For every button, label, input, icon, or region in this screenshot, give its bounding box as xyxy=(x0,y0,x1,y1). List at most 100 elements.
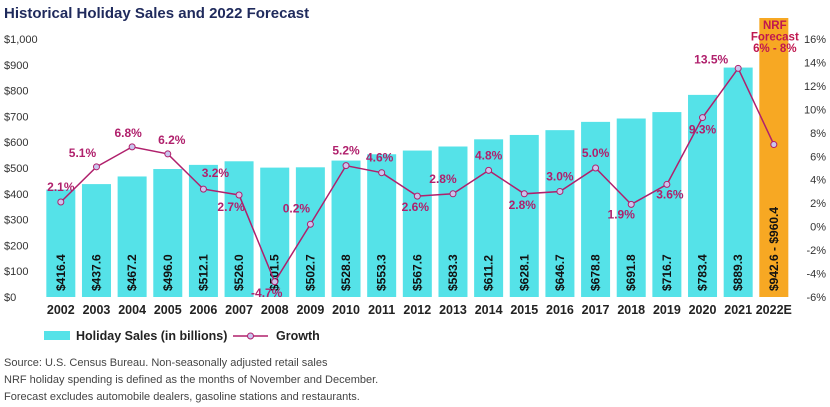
growth-label: 0.2% xyxy=(283,201,311,215)
growth-label: 2.7% xyxy=(217,200,245,214)
forecast-bar xyxy=(759,18,789,297)
growth-point xyxy=(92,163,100,171)
bar-value-label: $496.0 xyxy=(161,254,175,291)
y-tick-label: $200 xyxy=(4,240,28,252)
growth-point xyxy=(520,190,528,198)
category-label: 2015 xyxy=(510,303,538,317)
bar-value-labels: $416.4 $437.6 $467.2 $496.0 $512.1 $526.0 $501… xyxy=(54,207,781,291)
bar xyxy=(652,112,682,297)
bar xyxy=(224,161,254,297)
y-tick-label: $900 xyxy=(4,60,28,72)
bar xyxy=(545,130,575,297)
y2-tick-label: -2% xyxy=(806,245,826,257)
y-tick-label: $500 xyxy=(4,163,28,175)
bar-value-label: $611.2 xyxy=(482,255,496,291)
growth-point xyxy=(128,143,136,151)
bar xyxy=(581,121,611,297)
growth-point xyxy=(556,187,564,195)
y-tick-label: $0 xyxy=(4,292,16,304)
growth-label: 1.9% xyxy=(608,207,636,221)
forecast-annotation-line: Forecast xyxy=(751,32,799,44)
bar-value-label: $416.4 xyxy=(54,254,68,291)
growth-point xyxy=(413,192,421,200)
y2-tick-label: 12% xyxy=(804,81,826,93)
y-tick-label: $1,000 xyxy=(4,34,38,46)
bar-value-label: $467.2 xyxy=(125,254,139,291)
y-tick-label: $300 xyxy=(4,215,28,227)
growth-point xyxy=(485,166,493,174)
category-label: 2002 xyxy=(47,303,75,317)
bar-value-label: $526.0 xyxy=(232,254,246,291)
bars xyxy=(46,18,789,298)
bar-value-label: $678.8 xyxy=(589,254,603,291)
x-axis-categories: 2002 2003 2004 2005 2006 2007 2008 2009 2010 2011… xyxy=(47,303,792,317)
bar xyxy=(509,134,539,297)
growth-point xyxy=(57,198,65,206)
y2-tick-label: 10% xyxy=(804,104,826,116)
bar-value-label: $502.7 xyxy=(303,254,317,291)
growth-point xyxy=(734,64,742,72)
chart-title: Historical Holiday Sales and 2022 Foreca… xyxy=(4,5,309,22)
growth-label: 2.6% xyxy=(402,200,430,214)
bar-value-label: $691.8 xyxy=(624,254,638,291)
category-label: 2007 xyxy=(225,303,253,317)
y2-tick-label: 2% xyxy=(810,198,826,210)
growth-label: 3.6% xyxy=(656,187,684,201)
bar-value-label: $628.1 xyxy=(517,254,531,291)
growth-label: 6.2% xyxy=(158,133,186,147)
y2-tick-label: -4% xyxy=(806,269,826,281)
bar-value-label: $512.1 xyxy=(196,254,210,291)
footnote: Forecast excludes automobile dealers, ga… xyxy=(4,391,360,403)
bar xyxy=(688,94,718,297)
growth-point xyxy=(592,164,600,172)
footnote: Source: U.S. Census Bureau. Non-seasonal… xyxy=(4,357,328,369)
category-label: 2018 xyxy=(617,303,645,317)
legend-line-label: Growth xyxy=(276,329,320,343)
bar-value-label: $583.3 xyxy=(446,254,460,291)
y-tick-label: $600 xyxy=(4,137,28,149)
category-label: 2012 xyxy=(403,303,431,317)
bar xyxy=(117,176,147,297)
growth-point xyxy=(306,220,314,228)
bar xyxy=(474,139,504,297)
category-label: 2006 xyxy=(190,303,218,317)
legend: Holiday Sales (in billions) Growth xyxy=(44,329,320,343)
growth-label: 5.2% xyxy=(332,144,360,158)
category-label: 2021 xyxy=(724,303,752,317)
bar-value-label: $567.6 xyxy=(410,254,424,291)
bar-value-label: $501.5 xyxy=(268,254,282,291)
y2-tick-label: 16% xyxy=(804,34,826,46)
growth-label: 4.8% xyxy=(475,148,503,162)
bar-value-label: $889.3 xyxy=(731,254,745,291)
growth-label: 2.8% xyxy=(509,198,537,212)
category-label: 2017 xyxy=(582,303,610,317)
y-tick-label: $100 xyxy=(4,266,28,278)
bar xyxy=(295,167,325,297)
y2-tick-label: 0% xyxy=(810,222,826,234)
category-label: 2004 xyxy=(118,303,146,317)
footnotes: Source: U.S. Census Bureau. Non-seasonal… xyxy=(4,357,378,403)
growth-label: 3.0% xyxy=(546,169,574,183)
growth-label: 13.5% xyxy=(694,52,728,66)
forecast-annotation-line: 6% - 8% xyxy=(753,43,796,55)
growth-point xyxy=(342,162,350,170)
category-label: 2013 xyxy=(439,303,467,317)
category-label: 2020 xyxy=(689,303,717,317)
bar-value-label: $942.6 - $960.4 xyxy=(767,207,781,291)
category-label: 2003 xyxy=(83,303,111,317)
category-label: 2019 xyxy=(653,303,681,317)
category-label: 2009 xyxy=(296,303,324,317)
y2-tick-label: 8% xyxy=(810,128,826,140)
bar-value-label: $783.4 xyxy=(696,254,710,291)
growth-point xyxy=(699,114,707,122)
category-label: 2014 xyxy=(475,303,503,317)
y-axis-left: $0 $100 $200 $300 $400 $500 $600 $700 $800 $900 $1… xyxy=(4,34,38,304)
growth-label: 2.8% xyxy=(429,172,457,186)
growth-point xyxy=(627,200,635,208)
growth-line-group: 2.1% 5.1% 6.8% 6.2% 3.2% 2.7% -4.7% 0.2% 5.2% 4.6… xyxy=(47,52,778,300)
bar-value-label: $646.7 xyxy=(553,254,567,291)
growth-point xyxy=(235,191,243,199)
bar-value-label: $716.7 xyxy=(660,254,674,291)
growth-label: 2.1% xyxy=(47,180,75,194)
